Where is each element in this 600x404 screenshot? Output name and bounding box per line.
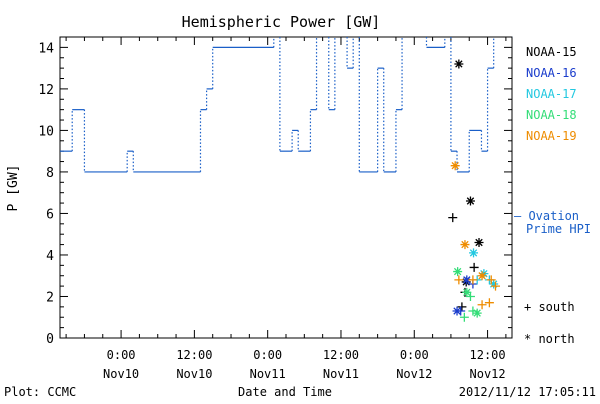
y-tick-label: 6 (46, 207, 54, 222)
legend-south-symbol: + south (524, 300, 575, 314)
footer-timestamp: 2012/11/12 17:05:11 (459, 385, 596, 399)
marker-north-noaa-15 (474, 238, 484, 248)
marker-south-noaa-19 (454, 275, 464, 285)
legend-entry-noaa-18: NOAA-18 (526, 108, 577, 122)
ovation-series-group (60, 37, 495, 173)
satellite-markers-group (448, 59, 501, 322)
y-tick-label: 4 (46, 249, 54, 264)
x-tick-time-label: 0:00 (400, 348, 429, 362)
x-axis-label: Date and Time (238, 385, 332, 399)
axes: 0 2 4 6 8 10 12 14 0:00 Nov10 12:00 Nov10 0:00 Nov11 1… (38, 36, 513, 381)
marker-south-noaa-19 (468, 275, 478, 285)
marker-north-noaa-19 (450, 161, 460, 171)
x-tick-date-label: Nov12 (470, 367, 506, 381)
legend-entry-noaa-19: NOAA-19 (526, 129, 577, 143)
marker-north-noaa-19 (460, 240, 470, 250)
legend-entry-noaa-15: NOAA-15 (526, 45, 577, 59)
marker-south-noaa-18 (459, 312, 469, 322)
x-tick-date-label: Nov11 (250, 367, 286, 381)
x-tick-time-label: 12:00 (176, 348, 212, 362)
legend-ovation-line1: – Ovation (514, 209, 579, 223)
x-tick-date-label: Nov10 (176, 367, 212, 381)
marker-south-noaa-19 (484, 298, 494, 308)
y-tick-label: 2 (46, 290, 54, 305)
x-tick-date-label: Nov11 (323, 367, 359, 381)
y-tick-label: 8 (46, 166, 54, 181)
marker-north-noaa-18 (472, 308, 482, 318)
marker-south-noaa-15 (457, 302, 467, 312)
marker-north-noaa-15 (465, 196, 475, 206)
chart-title: Hemispheric Power [GW] (182, 13, 381, 31)
plot-frame (59, 36, 513, 339)
marker-south-noaa-18 (465, 291, 475, 301)
footer-plot-credit: Plot: CCMC (4, 385, 76, 399)
marker-south-noaa-19 (491, 281, 501, 291)
y-axis-label: P [GW] (6, 165, 21, 212)
x-tick-time-label: 12:00 (470, 348, 506, 362)
x-tick-date-label: Nov12 (396, 367, 432, 381)
legend: NOAA-15 NOAA-16 NOAA-17 NOAA-18 NOAA-19 – Ova… (514, 45, 591, 346)
marker-north-noaa-19 (477, 271, 487, 281)
marker-north-noaa-16 (462, 275, 472, 285)
marker-south-noaa-15 (469, 262, 479, 272)
marker-north-noaa-16 (452, 306, 462, 316)
x-tick-time-label: 12:00 (323, 348, 359, 362)
marker-north-noaa-17 (489, 279, 499, 289)
marker-north-noaa-15 (454, 59, 464, 69)
legend-north-symbol: * north (524, 332, 575, 346)
marker-south-noaa-19 (477, 300, 487, 310)
x-tick-time-label: 0:00 (107, 348, 136, 362)
y-tick-label: 12 (38, 83, 54, 98)
x-tick-date-label: Nov10 (103, 367, 139, 381)
marker-north-noaa-18 (453, 267, 463, 277)
y-tick-label: 10 (38, 124, 54, 139)
marker-north-noaa-18 (462, 287, 472, 297)
y-tick-label: 14 (38, 41, 54, 56)
x-tick-time-label: 0:00 (253, 348, 282, 362)
legend-ovation-line2: Prime HPI (526, 222, 591, 236)
y-tick-label: 0 (46, 332, 54, 347)
legend-entry-noaa-16: NOAA-16 (526, 66, 577, 80)
marker-north-noaa-17 (469, 248, 479, 258)
marker-south-noaa-15 (448, 213, 458, 223)
marker-south-noaa-19 (486, 275, 496, 285)
legend-entry-noaa-17: NOAA-17 (526, 87, 577, 101)
